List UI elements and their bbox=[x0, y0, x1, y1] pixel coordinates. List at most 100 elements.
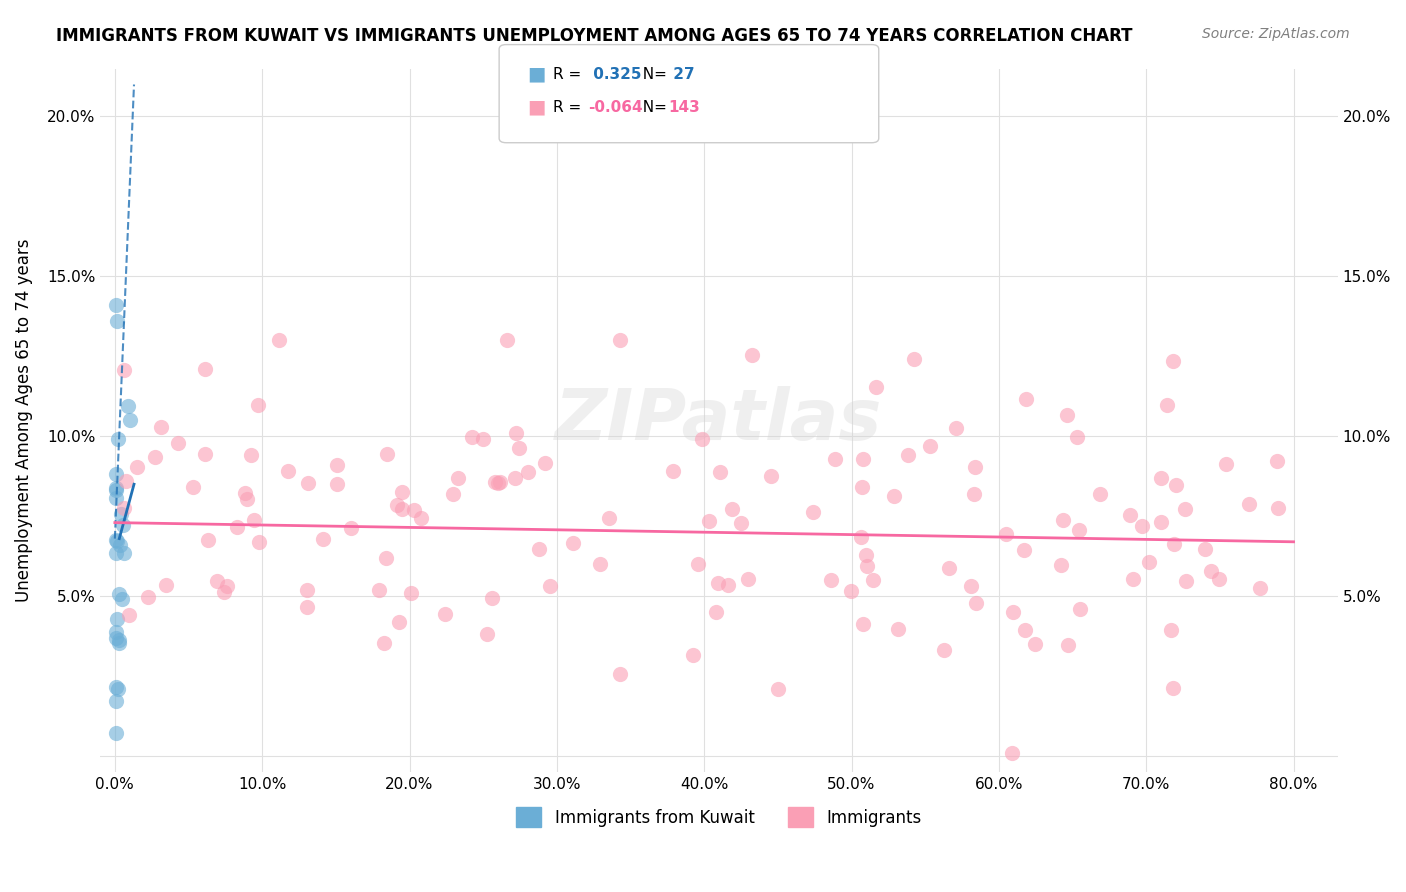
Point bbox=[495, 334, 517, 348]
Point bbox=[1132, 518, 1154, 533]
Point bbox=[387, 498, 409, 512]
Point bbox=[368, 582, 391, 597]
Point bbox=[945, 420, 967, 434]
Point bbox=[277, 464, 299, 478]
Point bbox=[1066, 430, 1088, 444]
Point bbox=[108, 633, 131, 648]
Point bbox=[963, 460, 986, 475]
Point bbox=[233, 486, 256, 500]
Point bbox=[538, 579, 561, 593]
Point bbox=[104, 467, 127, 482]
Point bbox=[374, 551, 396, 566]
Point bbox=[1267, 501, 1289, 516]
Point bbox=[312, 533, 335, 547]
Point bbox=[529, 542, 551, 557]
Point bbox=[409, 511, 432, 525]
Point bbox=[1015, 392, 1038, 407]
Text: 27: 27 bbox=[668, 67, 695, 81]
Point bbox=[1119, 508, 1142, 522]
Text: ■: ■ bbox=[527, 97, 546, 117]
Text: R =: R = bbox=[553, 67, 586, 81]
Point bbox=[1163, 536, 1185, 550]
Point bbox=[1057, 638, 1080, 652]
Point bbox=[1161, 681, 1184, 695]
Point bbox=[108, 587, 131, 601]
Point bbox=[205, 574, 228, 588]
Point bbox=[194, 361, 217, 376]
Y-axis label: Unemployment Among Ages 65 to 74 years: Unemployment Among Ages 65 to 74 years bbox=[15, 238, 32, 602]
Point bbox=[1014, 623, 1036, 637]
Point bbox=[117, 399, 139, 413]
Point bbox=[104, 533, 127, 548]
Point bbox=[472, 432, 495, 446]
Point bbox=[1215, 457, 1237, 471]
Point bbox=[226, 519, 249, 533]
Point bbox=[697, 514, 720, 528]
Point bbox=[963, 486, 986, 500]
Point bbox=[938, 560, 960, 574]
Point bbox=[1067, 523, 1090, 537]
Point bbox=[609, 667, 631, 681]
Point bbox=[236, 491, 259, 506]
Point bbox=[434, 607, 457, 622]
Text: N=: N= bbox=[633, 100, 672, 114]
Point bbox=[107, 432, 129, 446]
Point bbox=[111, 517, 134, 532]
Point bbox=[865, 380, 887, 394]
Point bbox=[105, 533, 128, 548]
Point bbox=[1001, 746, 1024, 760]
Text: 0.325: 0.325 bbox=[588, 67, 641, 81]
Point bbox=[110, 538, 132, 552]
Point bbox=[1208, 572, 1230, 586]
Point bbox=[721, 502, 744, 516]
Point bbox=[117, 607, 139, 622]
Point bbox=[484, 475, 506, 490]
Point bbox=[120, 413, 142, 427]
Point bbox=[399, 586, 422, 600]
Point bbox=[107, 681, 129, 696]
Point bbox=[1161, 354, 1184, 368]
Point bbox=[104, 625, 127, 640]
Point bbox=[741, 348, 763, 362]
Point bbox=[692, 432, 714, 446]
Text: ZIPatlas: ZIPatlas bbox=[555, 385, 883, 455]
Point bbox=[1122, 572, 1144, 586]
Point bbox=[707, 576, 730, 591]
Point bbox=[110, 507, 132, 521]
Point bbox=[759, 469, 782, 483]
Point bbox=[112, 546, 135, 560]
Point bbox=[855, 548, 877, 562]
Point bbox=[167, 435, 190, 450]
Text: N=: N= bbox=[633, 67, 672, 81]
Point bbox=[709, 465, 731, 479]
Point bbox=[104, 694, 127, 708]
Point bbox=[105, 481, 128, 495]
Point bbox=[105, 611, 128, 625]
Point bbox=[143, 450, 166, 464]
Point bbox=[1156, 398, 1178, 412]
Point bbox=[486, 475, 509, 490]
Point bbox=[104, 680, 127, 694]
Point bbox=[240, 448, 263, 462]
Point bbox=[508, 441, 530, 455]
Text: ■: ■ bbox=[527, 64, 546, 84]
Point bbox=[391, 484, 413, 499]
Point bbox=[197, 533, 219, 547]
Text: Source: ZipAtlas.com: Source: ZipAtlas.com bbox=[1202, 27, 1350, 41]
Point bbox=[995, 527, 1018, 541]
Text: IMMIGRANTS FROM KUWAIT VS IMMIGRANTS UNEMPLOYMENT AMONG AGES 65 TO 74 YEARS CORR: IMMIGRANTS FROM KUWAIT VS IMMIGRANTS UNE… bbox=[56, 27, 1133, 45]
Point bbox=[1265, 454, 1288, 468]
Point bbox=[730, 516, 752, 530]
Point bbox=[704, 605, 727, 619]
Point bbox=[851, 451, 873, 466]
Point bbox=[447, 471, 470, 485]
Point bbox=[104, 546, 127, 560]
Point bbox=[212, 584, 235, 599]
Point bbox=[1150, 516, 1173, 530]
Point bbox=[297, 599, 319, 614]
Point bbox=[1002, 605, 1025, 619]
Point bbox=[598, 511, 620, 525]
Point bbox=[247, 398, 270, 412]
Legend: Immigrants from Kuwait, Immigrants: Immigrants from Kuwait, Immigrants bbox=[510, 800, 928, 834]
Point bbox=[326, 458, 349, 472]
